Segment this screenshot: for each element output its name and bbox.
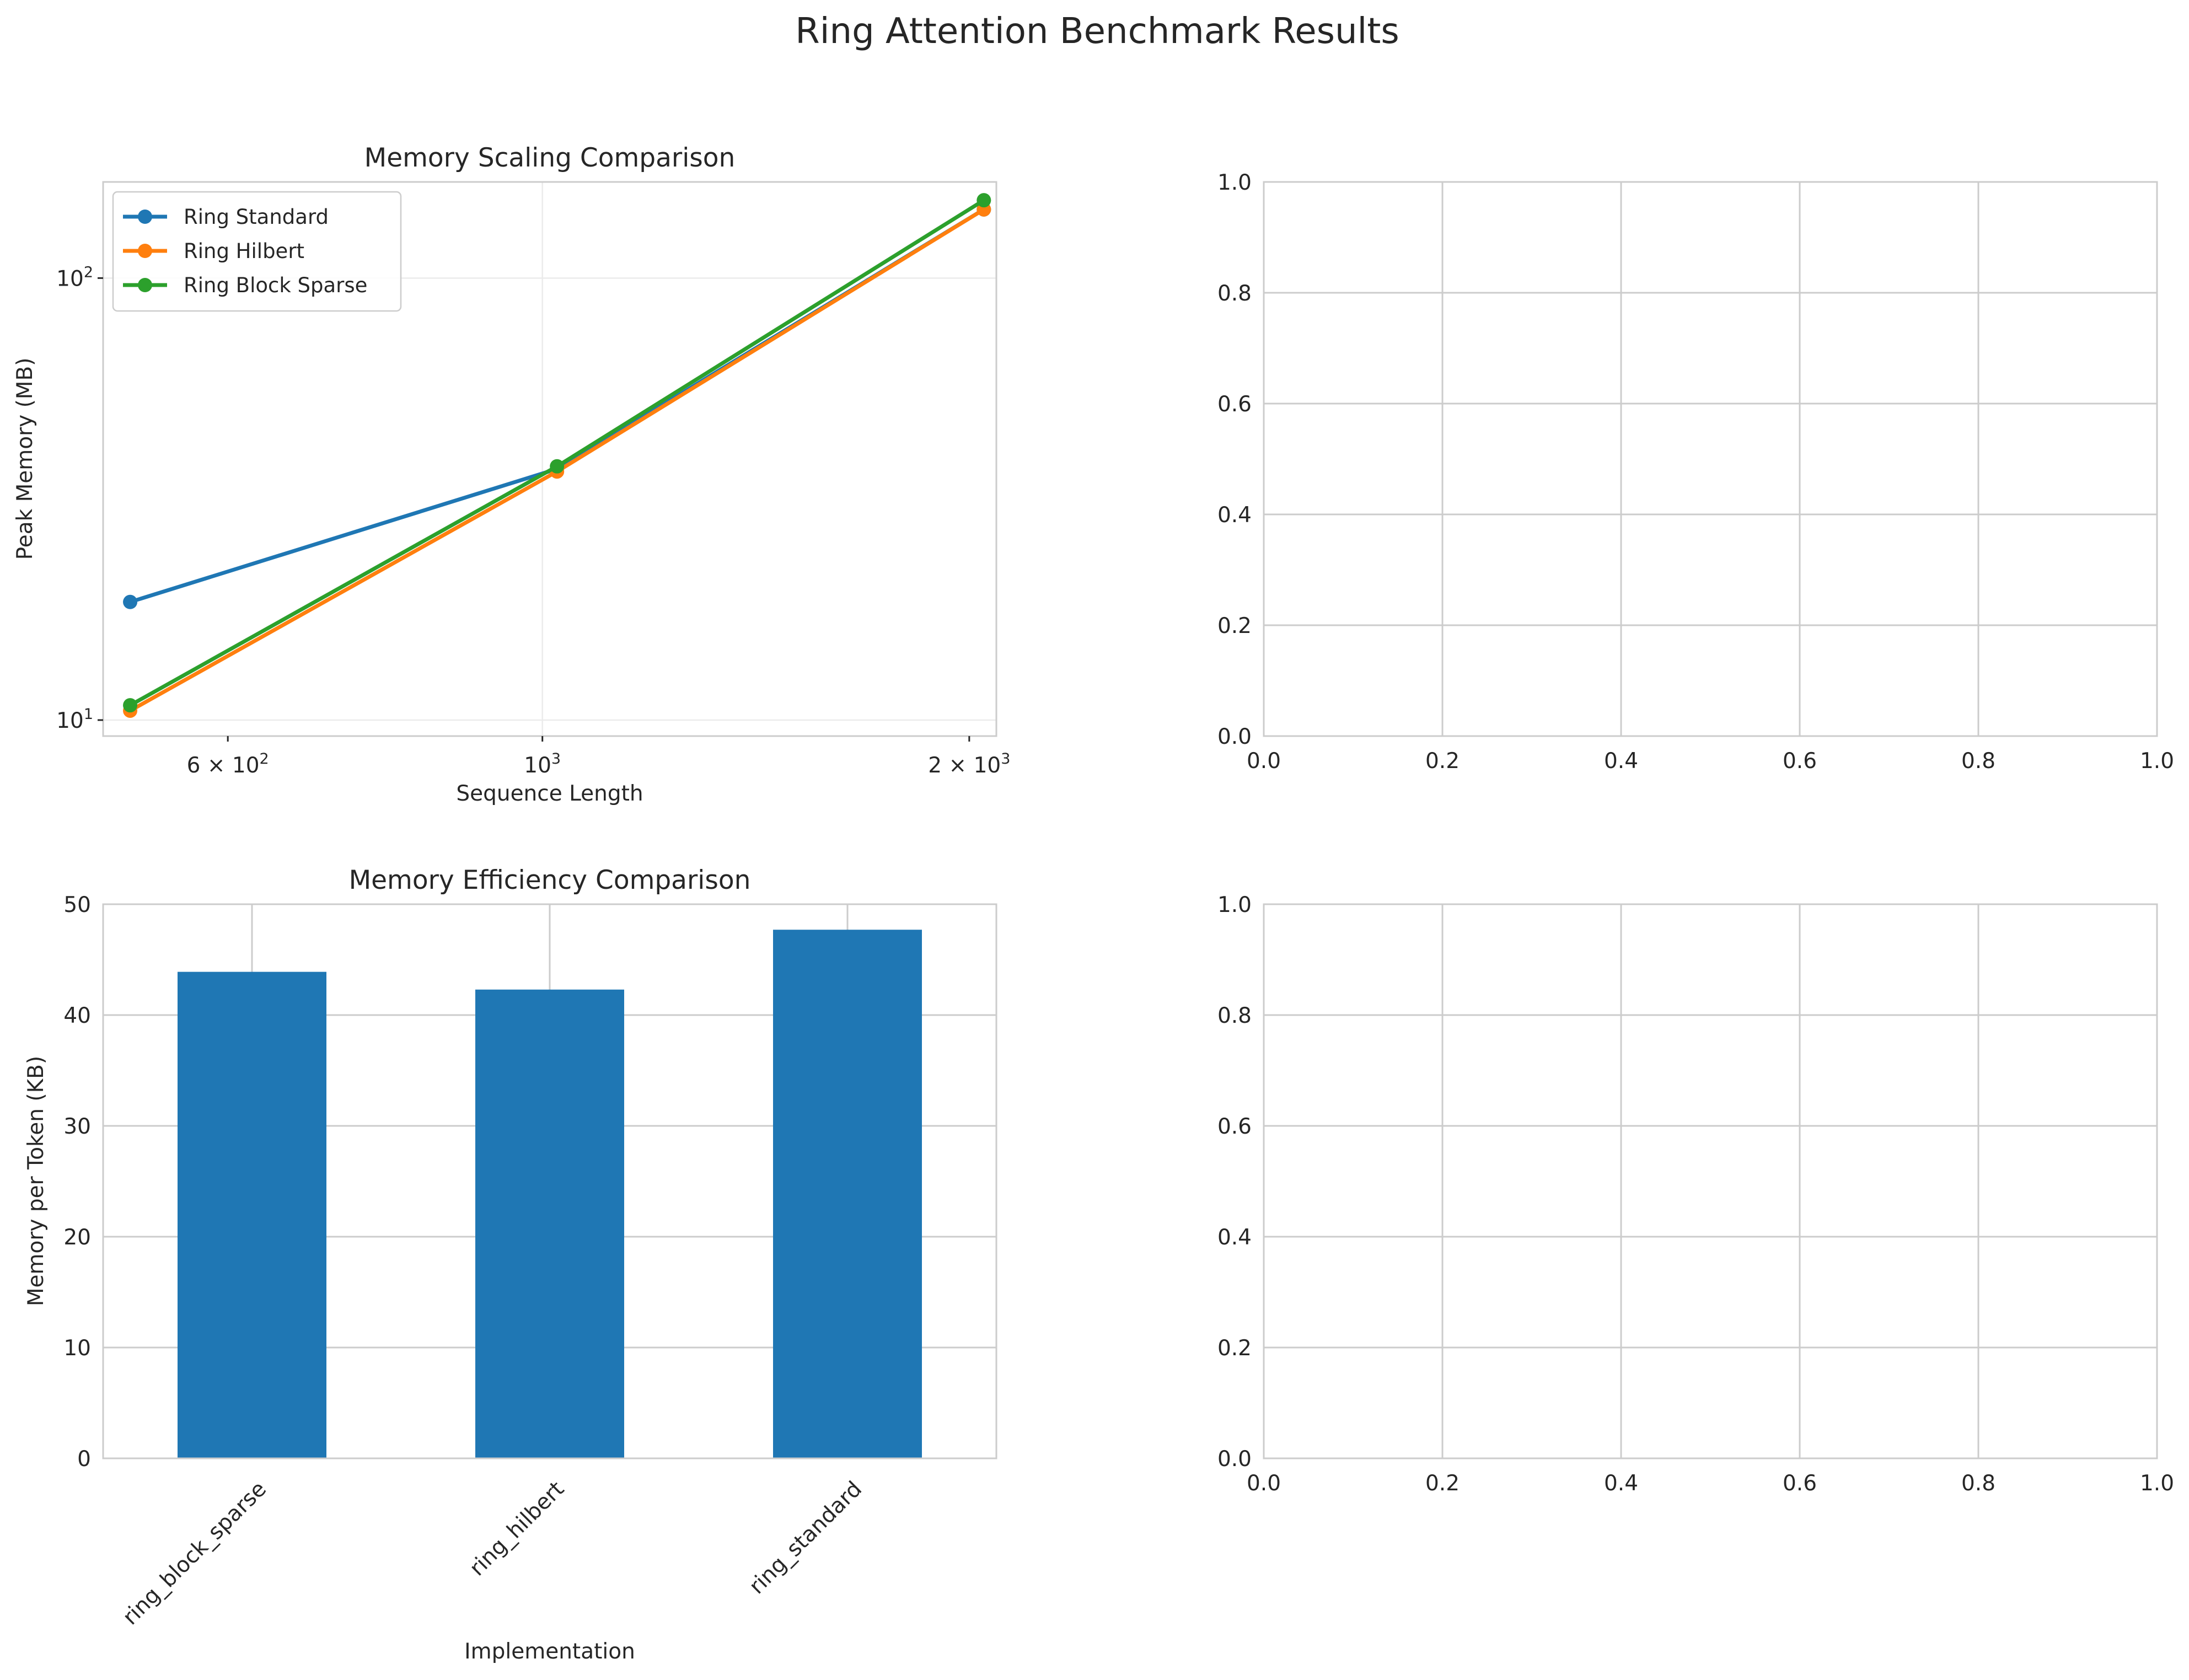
x-tick-label: 0.4: [1604, 1471, 1638, 1496]
bar-ring-standard: [773, 930, 922, 1458]
y-tick-label: 0.2: [1217, 614, 1252, 638]
y-tick-label: 1.0: [1217, 170, 1252, 195]
figure-title: Ring Attention Benchmark Results: [795, 11, 1399, 52]
empty-axes-top-right-frame: [1263, 181, 2158, 737]
y-tick-label: 0.0: [1217, 724, 1252, 749]
memory-scaling-series: [123, 193, 991, 718]
x-tick-label-1: 103: [524, 750, 561, 778]
legend-marker-ring-block-sparse: [138, 278, 152, 292]
memory-scaling-y-ticks: 101 102: [56, 264, 103, 733]
memory-scaling-ylabel: Peak Memory (MB): [13, 358, 37, 560]
x-tick-label: 0.8: [1961, 1471, 1995, 1496]
memory-efficiency-chart: 0 10 20 30 40 50 ring_block_sparse ring_hilbert…: [24, 865, 997, 1664]
x-tick-label-0: 6 × 102: [187, 750, 269, 778]
y-tick-label: 40: [63, 1003, 91, 1028]
x-tick-label: 0.2: [1425, 749, 1460, 774]
y-tick-label: 10: [63, 1336, 91, 1361]
empty-axes-bottom-right: 0.0 0.2 0.4 0.6 0.8 1.0 0.0 0.2 0.4 0.6 0.8 1.0: [1217, 893, 2174, 1496]
x-tick-label: 1.0: [2140, 1471, 2174, 1496]
memory-scaling-chart: 6 × 102 103 2 × 103 101 102 Memory Scaling …: [13, 143, 1010, 806]
legend-marker-ring-standard: [138, 210, 152, 224]
memory-scaling-plot-frame: [102, 181, 997, 737]
y-tick-label-1: 102: [56, 264, 93, 291]
memory-scaling-xlabel: Sequence Length: [456, 781, 643, 806]
x-tick-label: 0.6: [1783, 1471, 1817, 1496]
empty-axes-top-right-grid: [1263, 181, 2158, 737]
y-tick-label: 0.6: [1217, 392, 1252, 417]
data-point-ring-block-sparse: [123, 698, 138, 713]
y-tick-label: 0.8: [1217, 281, 1252, 306]
x-tick-label: 0.8: [1961, 749, 1995, 774]
bar-ring-block-sparse: [178, 971, 326, 1458]
y-tick-label: 0.2: [1217, 1336, 1252, 1361]
legend-label-ring-hilbert: Ring Hilbert: [184, 239, 304, 263]
legend-label-ring-standard: Ring Standard: [184, 205, 329, 229]
x-tick-label: 0.0: [1247, 1471, 1281, 1496]
y-tick-label: 20: [63, 1225, 91, 1250]
legend-marker-ring-hilbert: [138, 244, 152, 258]
memory-efficiency-title: Memory Efficiency Comparison: [349, 865, 751, 895]
x-tick-label-ring-block-sparse: ring_block_sparse: [118, 1477, 271, 1630]
data-point-ring-block-sparse: [550, 459, 565, 474]
y-tick-label: 0.0: [1217, 1447, 1252, 1472]
y-tick-label: 0: [77, 1447, 91, 1472]
y-tick-label: 1.0: [1217, 893, 1252, 917]
legend-box: [112, 191, 402, 312]
y-tick-label: 0.4: [1217, 1225, 1252, 1250]
empty-axes-bottom-right-ticks: 0.0 0.2 0.4 0.6 0.8 1.0 0.0 0.2 0.4 0.6 0.8 1.0: [1217, 893, 2174, 1496]
legend-label-ring-block-sparse: Ring Block Sparse: [184, 273, 367, 297]
empty-axes-bottom-right-frame: [1263, 903, 2158, 1459]
x-tick-label: 0.0: [1247, 749, 1281, 774]
x-tick-label: 0.2: [1425, 1471, 1460, 1496]
empty-axes-top-right-ticks: 0.0 0.2 0.4 0.6 0.8 1.0 0.0 0.2 0.4 0.6 0.8 1.0: [1217, 170, 2174, 774]
bar-ring-hilbert: [475, 989, 624, 1458]
memory-efficiency-bars: [178, 930, 922, 1458]
x-tick-label: 0.4: [1604, 749, 1638, 774]
y-tick-label: 0.6: [1217, 1114, 1252, 1139]
x-tick-label-2: 2 × 103: [928, 750, 1010, 778]
x-tick-label-ring-standard: ring_standard: [744, 1477, 867, 1599]
y-tick-label-0: 101: [56, 706, 93, 733]
memory-scaling-legend: Ring Standard Ring Hilbert Ring Block Spar…: [112, 191, 402, 312]
y-tick-label: 30: [63, 1114, 91, 1139]
x-tick-label-ring-hilbert: ring_hilbert: [465, 1477, 569, 1581]
data-point-ring-block-sparse: [977, 193, 991, 208]
y-tick-label: 0.8: [1217, 1003, 1252, 1028]
memory-efficiency-ylabel: Memory per Token (KB): [24, 1056, 49, 1306]
empty-axes-bottom-right-grid: [1263, 903, 2158, 1459]
memory-efficiency-xlabel: Implementation: [464, 1639, 635, 1664]
memory-scaling-x-ticks: 6 × 102 103 2 × 103: [187, 736, 1010, 778]
y-tick-label: 0.4: [1217, 503, 1252, 528]
x-tick-label: 1.0: [2140, 749, 2174, 774]
data-point-ring-standard: [123, 594, 138, 609]
x-tick-label: 0.6: [1783, 749, 1817, 774]
memory-efficiency-plot-frame: [102, 903, 997, 1459]
memory-scaling-title: Memory Scaling Comparison: [364, 143, 736, 173]
y-tick-label: 50: [63, 893, 91, 917]
empty-axes-top-right: 0.0 0.2 0.4 0.6 0.8 1.0 0.0 0.2 0.4 0.6 0.8 1.0: [1217, 170, 2174, 774]
